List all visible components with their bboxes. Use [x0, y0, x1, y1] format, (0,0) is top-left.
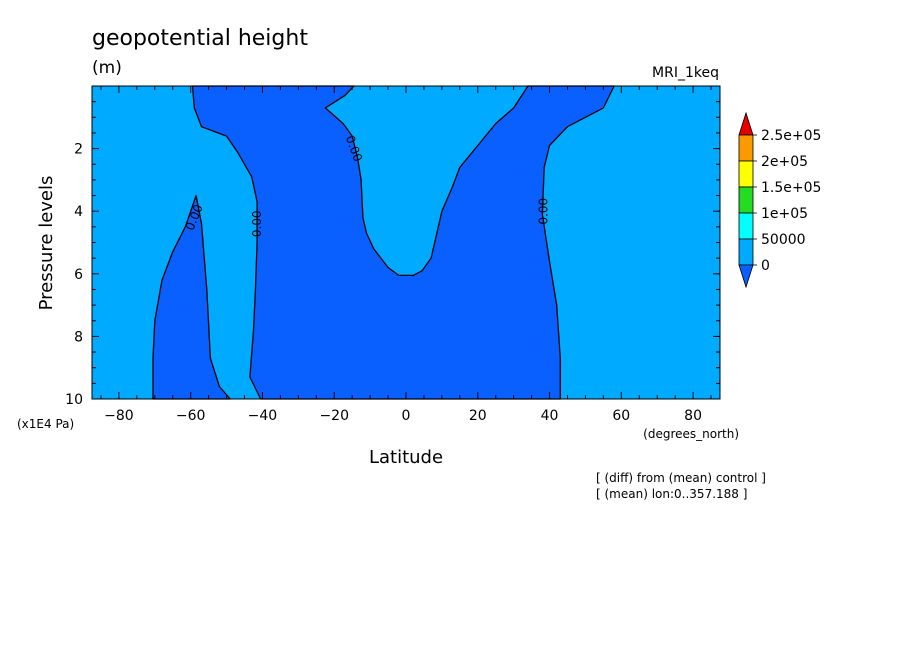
- colorbar-label: 50000: [761, 232, 806, 248]
- y-tick-label: 8: [74, 329, 83, 345]
- x-tick-label: 60: [612, 408, 630, 424]
- x-tick-label: 80: [684, 408, 702, 424]
- contour-label: 0.00: [536, 198, 550, 225]
- colorbar-label: 2.5e+05: [761, 128, 821, 144]
- colorbar-top-arrow: [738, 111, 754, 136]
- y-units-label: (x1E4 Pa): [17, 417, 74, 431]
- colorbar-box: [738, 160, 754, 188]
- x-tick-label: 20: [469, 408, 487, 424]
- x-units-label: (degrees_north): [643, 427, 739, 441]
- chart-units: (m): [92, 58, 122, 78]
- colorbar-label: 0: [761, 258, 770, 274]
- y-tick-label: 2: [74, 142, 83, 158]
- y-tick-label: 6: [74, 267, 83, 283]
- colorbar-label: 2e+05: [761, 154, 808, 170]
- dataset-label: MRI_1keq: [652, 65, 719, 81]
- colorbar-box: [738, 186, 754, 214]
- x-tick-label: −40: [248, 408, 278, 424]
- colorbar-bottom-arrow: [738, 264, 754, 289]
- x-tick-label: 40: [541, 408, 559, 424]
- y-axis-label: Pressure levels: [36, 176, 57, 311]
- x-tick-label: −20: [319, 408, 349, 424]
- colorbar-box: [738, 212, 754, 240]
- region-southern-tongue: [152, 194, 231, 400]
- y-tick-label: 10: [65, 392, 83, 408]
- x-ticks: −80 −60 −40 −20 0 20 40 60 80: [100, 86, 712, 424]
- contour-label: 0.00: [250, 210, 264, 237]
- colorbar-box: [738, 134, 754, 162]
- chart-title: geopotential height: [92, 26, 308, 51]
- colorbar-label: 1.5e+05: [761, 180, 821, 196]
- plot-area: 0.00 0.000.000.00 −80 −60 −40 −20 0 20 40 60 80 2…: [65, 85, 721, 424]
- note-diff: [ (diff) from (mean) control ]: [596, 471, 766, 485]
- colorbar-label: 1e+05: [761, 206, 808, 222]
- colorbar-box: [738, 238, 754, 266]
- note-mean: [ (mean) lon:0..357.188 ]: [596, 487, 747, 501]
- x-axis-label: Latitude: [369, 447, 443, 468]
- colorbar: 2.5e+05 2e+05 1.5e+05 1e+05 50000 0: [738, 111, 821, 289]
- x-tick-label: 0: [402, 408, 411, 424]
- x-tick-label: −80: [104, 408, 134, 424]
- x-tick-label: −60: [176, 408, 206, 424]
- y-tick-label: 4: [74, 204, 83, 220]
- y-ticks: 2 4 6 8 10: [65, 101, 720, 408]
